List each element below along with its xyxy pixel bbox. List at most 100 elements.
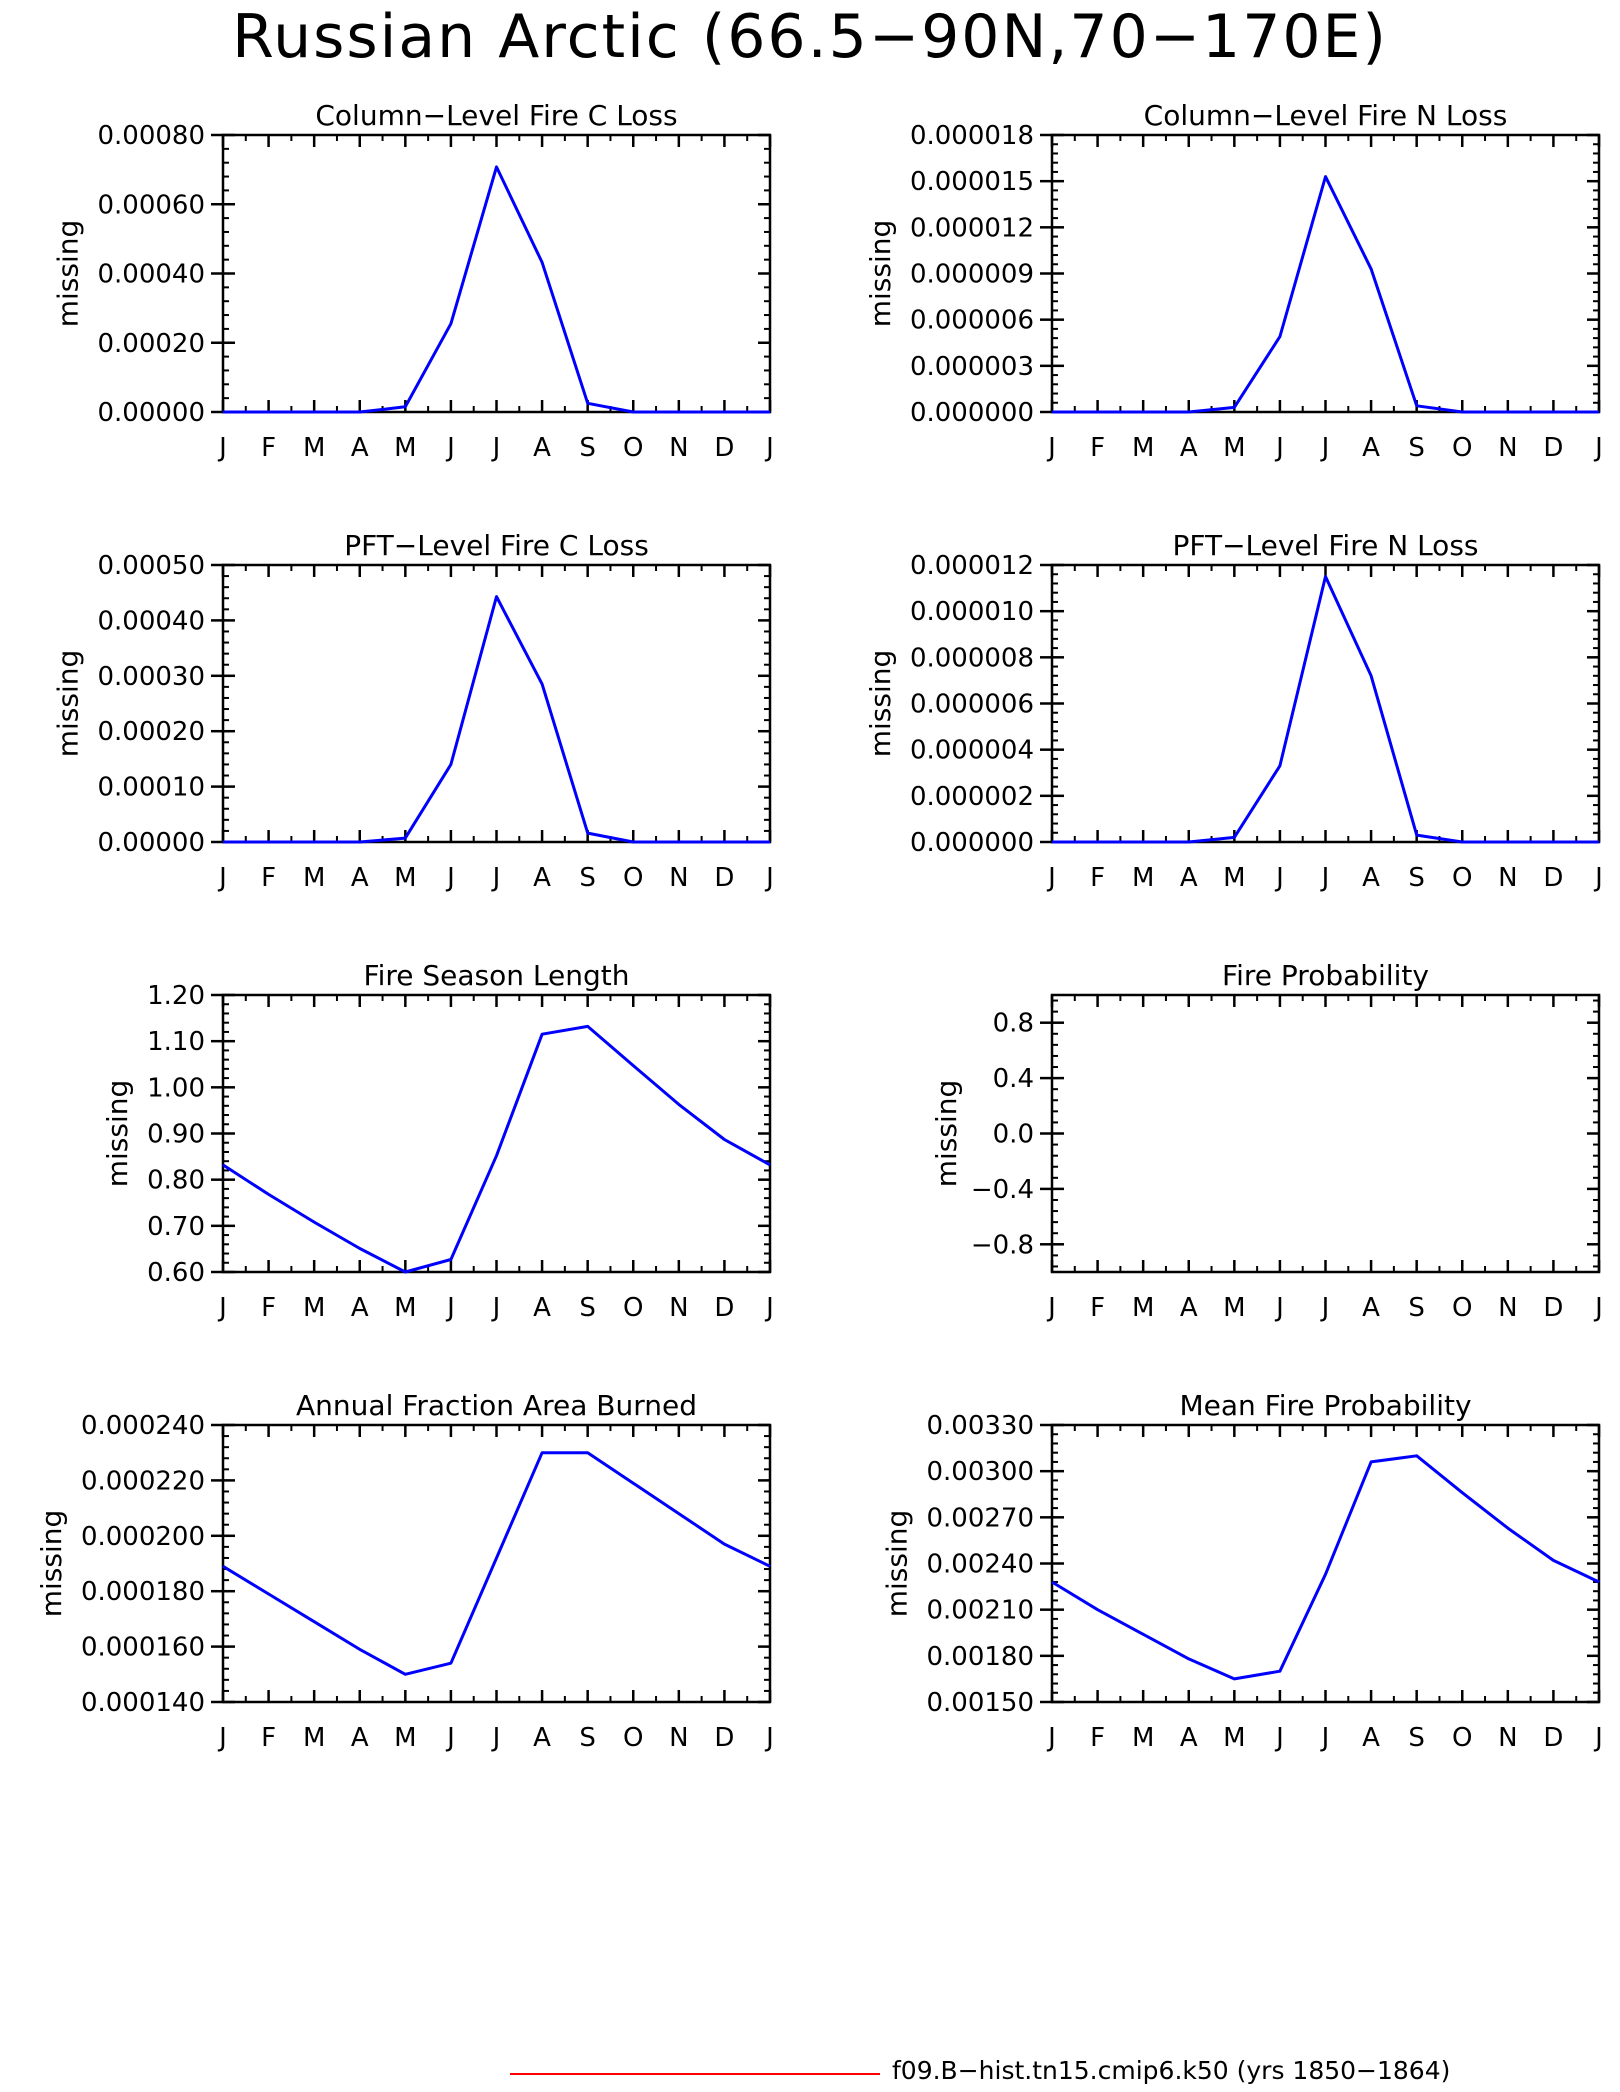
x-tick-label: D xyxy=(1543,863,1563,893)
x-tick-label: A xyxy=(1180,1293,1198,1323)
y-tick-label: 0.00020 xyxy=(97,717,205,747)
x-tick-label: A xyxy=(1180,1723,1198,1753)
x-tick-label: M xyxy=(303,863,325,893)
y-axis-label: missing xyxy=(52,220,85,328)
x-tick-label: D xyxy=(714,433,734,463)
x-tick-label: M xyxy=(394,433,416,463)
y-tick-label: 0.000000 xyxy=(910,398,1034,428)
y-tick-label: 0.00050 xyxy=(97,551,205,581)
x-tick-label: S xyxy=(579,863,596,893)
x-tick-label: J xyxy=(491,1723,501,1753)
y-tick-label: 0.000012 xyxy=(910,213,1034,243)
x-tick-label: S xyxy=(1408,863,1425,893)
y-tick-label: 0.000015 xyxy=(910,167,1034,197)
y-tick-label: 0.00040 xyxy=(97,260,205,290)
x-tick-label: S xyxy=(579,1293,596,1323)
y-tick-label: 0.80 xyxy=(147,1166,205,1196)
x-tick-label: J xyxy=(1593,863,1603,893)
x-tick-label: M xyxy=(303,1293,325,1323)
panel-title: Fire Probability xyxy=(1222,959,1429,992)
panel-title: Fire Season Length xyxy=(364,959,630,992)
y-tick-label: 1.20 xyxy=(147,981,205,1011)
y-tick-label: 0.000018 xyxy=(910,121,1034,151)
x-tick-label: J xyxy=(1046,1723,1056,1753)
x-tick-label: J xyxy=(764,1723,774,1753)
panel-title: Column−Level Fire N Loss xyxy=(1144,99,1508,132)
x-tick-label: N xyxy=(669,1293,688,1323)
y-axis-label: missing xyxy=(101,1080,134,1188)
panel-title: PFT−Level Fire C Loss xyxy=(344,529,649,562)
x-tick-label: M xyxy=(303,1723,325,1753)
x-tick-label: F xyxy=(1090,1723,1105,1753)
x-tick-label: J xyxy=(1320,863,1330,893)
x-tick-label: D xyxy=(714,863,734,893)
y-tick-label: 0.00000 xyxy=(97,398,205,428)
series-line xyxy=(223,1026,770,1272)
x-tick-label: A xyxy=(533,433,551,463)
x-tick-label: M xyxy=(1223,1293,1245,1323)
x-tick-label: J xyxy=(764,1293,774,1323)
plot-frame xyxy=(223,135,770,412)
x-tick-label: A xyxy=(1362,433,1380,463)
y-tick-label: 1.10 xyxy=(147,1027,205,1057)
x-tick-label: N xyxy=(669,1723,688,1753)
x-tick-label: S xyxy=(579,1723,596,1753)
x-tick-label: A xyxy=(533,863,551,893)
y-tick-label: 1.00 xyxy=(147,1073,205,1103)
x-tick-label: A xyxy=(1362,1293,1380,1323)
y-tick-label: 0.90 xyxy=(147,1120,205,1150)
y-tick-label: 0.000010 xyxy=(910,597,1034,627)
x-tick-label: J xyxy=(1274,1723,1284,1753)
x-tick-label: M xyxy=(1132,863,1154,893)
x-tick-label: M xyxy=(394,863,416,893)
x-tick-label: F xyxy=(261,433,276,463)
panel-title: Annual Fraction Area Burned xyxy=(296,1389,697,1422)
x-tick-label: A xyxy=(533,1293,551,1323)
x-tick-label: J xyxy=(1593,1723,1603,1753)
x-tick-label: O xyxy=(1452,1293,1472,1323)
x-tick-label: M xyxy=(1223,863,1245,893)
y-axis-label: missing xyxy=(864,220,897,328)
x-tick-label: O xyxy=(1452,1723,1472,1753)
x-tick-label: J xyxy=(1046,1293,1056,1323)
series-line xyxy=(1052,1456,1599,1679)
x-tick-label: M xyxy=(394,1293,416,1323)
x-tick-label: J xyxy=(764,863,774,893)
x-tick-label: F xyxy=(1090,1293,1105,1323)
x-tick-label: S xyxy=(1408,433,1425,463)
y-tick-label: 0.70 xyxy=(147,1212,205,1242)
y-tick-label: 0.00330 xyxy=(926,1411,1034,1441)
y-tick-label: 0.00300 xyxy=(926,1457,1034,1487)
x-tick-label: J xyxy=(1320,433,1330,463)
y-tick-label: 0.00040 xyxy=(97,606,205,636)
x-tick-label: J xyxy=(1320,1293,1330,1323)
x-tick-label: A xyxy=(351,863,369,893)
x-tick-label: F xyxy=(1090,863,1105,893)
y-tick-label: 0.8 xyxy=(993,1009,1034,1039)
x-tick-label: O xyxy=(623,863,643,893)
y-tick-label: 0.0 xyxy=(993,1120,1034,1150)
y-tick-label: 0.00240 xyxy=(926,1550,1034,1580)
panel-title: Mean Fire Probability xyxy=(1179,1389,1471,1422)
y-axis-label: missing xyxy=(930,1080,963,1188)
x-tick-label: N xyxy=(1498,433,1517,463)
x-tick-label: M xyxy=(1132,1723,1154,1753)
y-tick-label: 0.000220 xyxy=(81,1466,205,1496)
x-tick-label: M xyxy=(1223,433,1245,463)
x-tick-label: S xyxy=(1408,1723,1425,1753)
y-tick-label: 0.000240 xyxy=(81,1411,205,1441)
y-tick-label: −0.4 xyxy=(971,1175,1034,1205)
y-tick-label: 0.00270 xyxy=(926,1503,1034,1533)
x-tick-label: J xyxy=(217,863,227,893)
x-tick-label: J xyxy=(1320,1723,1330,1753)
y-tick-label: 0.00210 xyxy=(926,1596,1034,1626)
x-tick-label: F xyxy=(261,1723,276,1753)
x-tick-label: S xyxy=(1408,1293,1425,1323)
x-tick-label: F xyxy=(1090,433,1105,463)
y-tick-label: 0.000180 xyxy=(81,1577,205,1607)
